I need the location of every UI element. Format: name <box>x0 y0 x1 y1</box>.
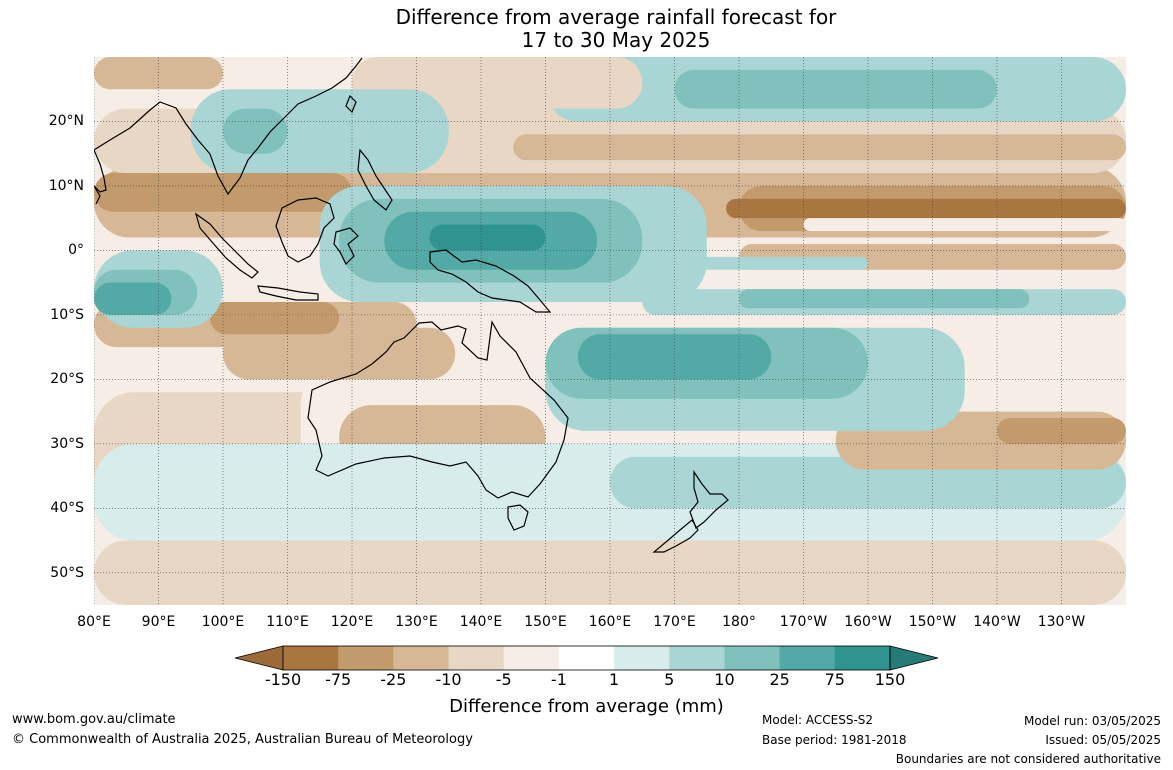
anomaly-region <box>997 418 1126 444</box>
taiwan-coastline <box>345 94 357 114</box>
india-coastline <box>94 149 107 193</box>
colorbar-swatch <box>283 646 339 670</box>
base-period: Base period: 1981-2018 <box>762 733 907 747</box>
anomaly-region <box>674 69 997 109</box>
rainfall-map: 20°N 10°N 0° 10°S 20°S 30°S 40°S 50°S 80°E 90°E 1… <box>48 57 1126 630</box>
longitude-label: 140°E <box>459 614 503 630</box>
colorbar-swatch <box>614 646 670 670</box>
latitude-label: 20°N <box>48 113 84 130</box>
anomaly-region <box>210 301 340 335</box>
longitude-label: 100°E <box>201 614 245 630</box>
longitude-label: 110°E <box>266 614 309 630</box>
colorbar-tick-label: -1 <box>550 670 567 689</box>
colorbar-swatch <box>393 646 450 670</box>
anomaly-region <box>94 57 223 90</box>
colorbar-swatch <box>558 646 615 670</box>
longitude-label: 170°W <box>779 614 828 630</box>
sulawesi-coastline <box>333 227 359 266</box>
colorbar-tick-label: -10 <box>435 670 462 689</box>
longitude-label: 160°E <box>588 614 632 630</box>
colorbar-tick-label: 10 <box>714 670 735 689</box>
new-zealand-north-coastline <box>689 470 729 529</box>
new-zealand-south-coastline <box>652 519 699 553</box>
colorbar-swatch <box>338 646 394 670</box>
latitude-label: 30°S <box>50 435 84 452</box>
colorbar-low-extension <box>234 645 284 671</box>
anomaly-region <box>94 282 172 315</box>
model-name: Model: ACCESS-S2 <box>762 713 874 727</box>
website-link[interactable]: www.bom.gov.au/climate <box>12 712 176 727</box>
colorbar-tick-label: 25 <box>769 670 790 689</box>
anomaly-region <box>803 218 1126 232</box>
borneo-coastline <box>275 197 335 263</box>
anomaly-region <box>726 198 1126 219</box>
boundaries-disclaimer: Boundaries are not considered authoritat… <box>895 752 1161 766</box>
map-title-line2: 17 to 30 May 2025 <box>521 28 711 52</box>
colorbar-title: Difference from average (mm) <box>449 696 724 717</box>
graticule <box>94 57 1126 605</box>
mainland-asia-coastline <box>94 57 363 196</box>
colorbar-high-extension <box>889 645 939 671</box>
colorbar-swatch <box>779 646 836 670</box>
colorbar-swatch <box>724 646 781 670</box>
longitude-label: 120°E <box>330 614 374 630</box>
longitude-label: 180° <box>722 614 756 630</box>
map-canvas <box>94 57 1126 605</box>
colorbar-tick-label: 5 <box>664 670 675 689</box>
anomaly-region <box>223 108 288 154</box>
colorbar <box>234 645 939 671</box>
tasmania-coastline <box>507 504 529 531</box>
longitude-label: 160°W <box>844 614 892 630</box>
colorbar-tick-label: 1 <box>608 670 620 689</box>
java-coastline <box>257 285 319 301</box>
longitude-label: 150°W <box>908 614 957 630</box>
longitude-label: 170°E <box>653 614 696 630</box>
colorbar-frame <box>282 645 891 671</box>
anomaly-region <box>674 256 868 270</box>
longitude-label: 130°E <box>395 614 438 630</box>
anomaly-region <box>577 334 772 380</box>
latitude-label: 10°N <box>48 177 84 194</box>
colorbar-swatch <box>834 646 891 670</box>
colorbar-swatch <box>448 646 505 670</box>
colorbar-tick-label: 150 <box>874 670 906 689</box>
latitude-label: 50°S <box>50 564 84 581</box>
colorbar-swatch <box>669 646 725 670</box>
issued-date: Issued: 05/05/2025 <box>1045 733 1161 747</box>
longitude-label: 140°W <box>973 614 1021 630</box>
anomaly-region <box>513 134 1126 161</box>
colorbar-swatch <box>503 646 560 670</box>
latitude-label: 20°S <box>50 371 84 388</box>
philippines-coastline <box>357 148 393 211</box>
sri-lanka-coastline <box>94 185 101 205</box>
latitude-label: 40°S <box>50 500 84 517</box>
latitude-label: 0° <box>68 242 84 259</box>
colorbar-tick-label: -25 <box>380 670 407 689</box>
latitude-label: 10°S <box>50 306 84 323</box>
longitude-label: 130°W <box>1037 614 1086 630</box>
new-guinea-coastline <box>429 249 552 313</box>
colorbar-tick-label: -150 <box>264 670 302 689</box>
australia-coastline <box>307 320 569 499</box>
colorbar-tick-label: -5 <box>495 670 512 689</box>
colorbar-tick-label: 75 <box>824 670 845 689</box>
anomaly-region <box>739 289 1030 309</box>
coastlines <box>94 57 729 553</box>
map-title-line1: Difference from average rainfall forecas… <box>395 5 837 29</box>
longitude-label: 80°E <box>77 614 111 630</box>
model-run-date: Model run: 03/05/2025 <box>1023 714 1161 728</box>
copyright-text: © Commonwealth of Australia 2025, Austra… <box>12 732 473 747</box>
sumatra-coastline <box>194 212 259 279</box>
longitude-label: 90°E <box>141 614 176 630</box>
anomaly-region <box>429 224 546 251</box>
colorbar-tick-label: -75 <box>325 670 352 689</box>
longitude-label: 150°E <box>524 614 567 630</box>
